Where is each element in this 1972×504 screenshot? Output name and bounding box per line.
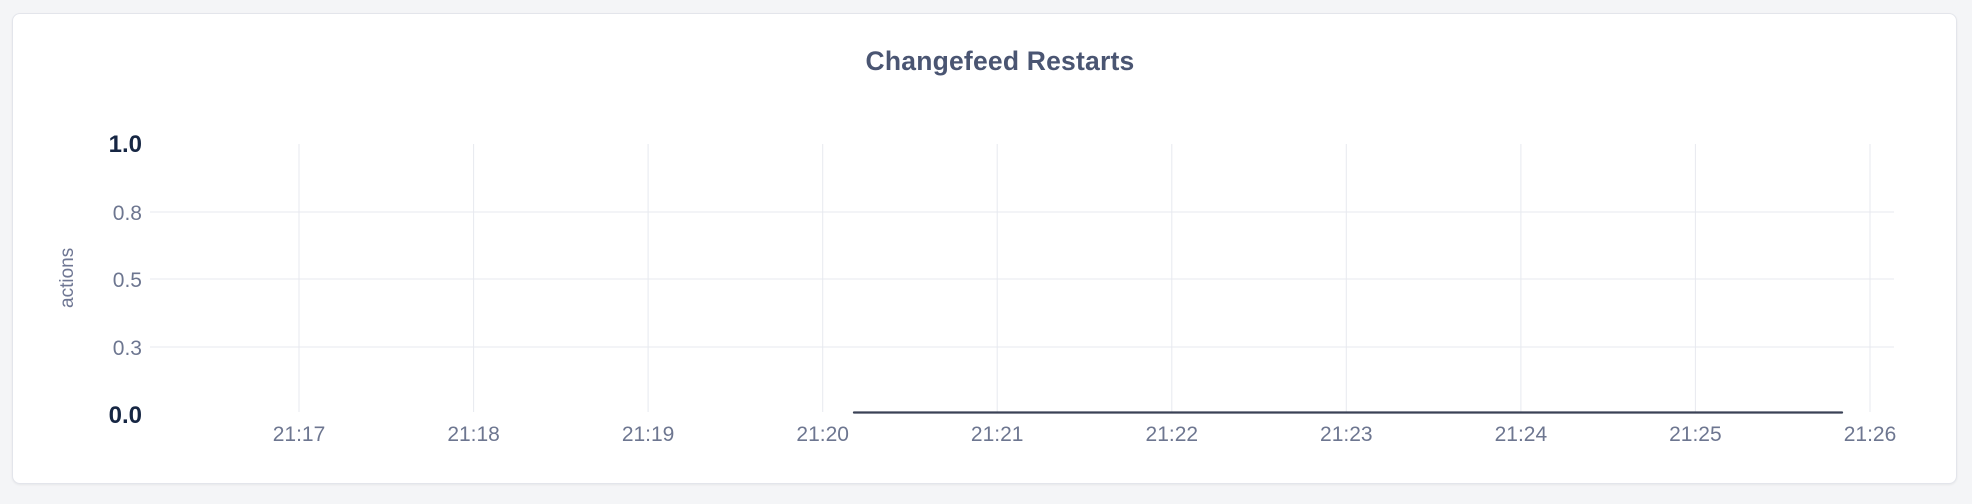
svg-text:21:24: 21:24: [1495, 423, 1548, 446]
svg-text:0.0: 0.0: [109, 402, 142, 429]
svg-text:1.0: 1.0: [109, 131, 142, 158]
svg-text:21:20: 21:20: [796, 423, 849, 446]
svg-text:21:19: 21:19: [622, 423, 675, 446]
svg-text:0.3: 0.3: [113, 337, 142, 360]
svg-text:21:22: 21:22: [1146, 423, 1199, 446]
svg-text:21:25: 21:25: [1669, 423, 1722, 446]
svg-text:0.8: 0.8: [113, 202, 142, 225]
svg-text:21:23: 21:23: [1320, 423, 1373, 446]
svg-text:0.5: 0.5: [113, 269, 142, 292]
svg-text:21:18: 21:18: [447, 423, 500, 446]
svg-text:21:26: 21:26: [1844, 423, 1897, 446]
svg-text:21:21: 21:21: [971, 423, 1024, 446]
svg-text:21:17: 21:17: [273, 423, 326, 446]
